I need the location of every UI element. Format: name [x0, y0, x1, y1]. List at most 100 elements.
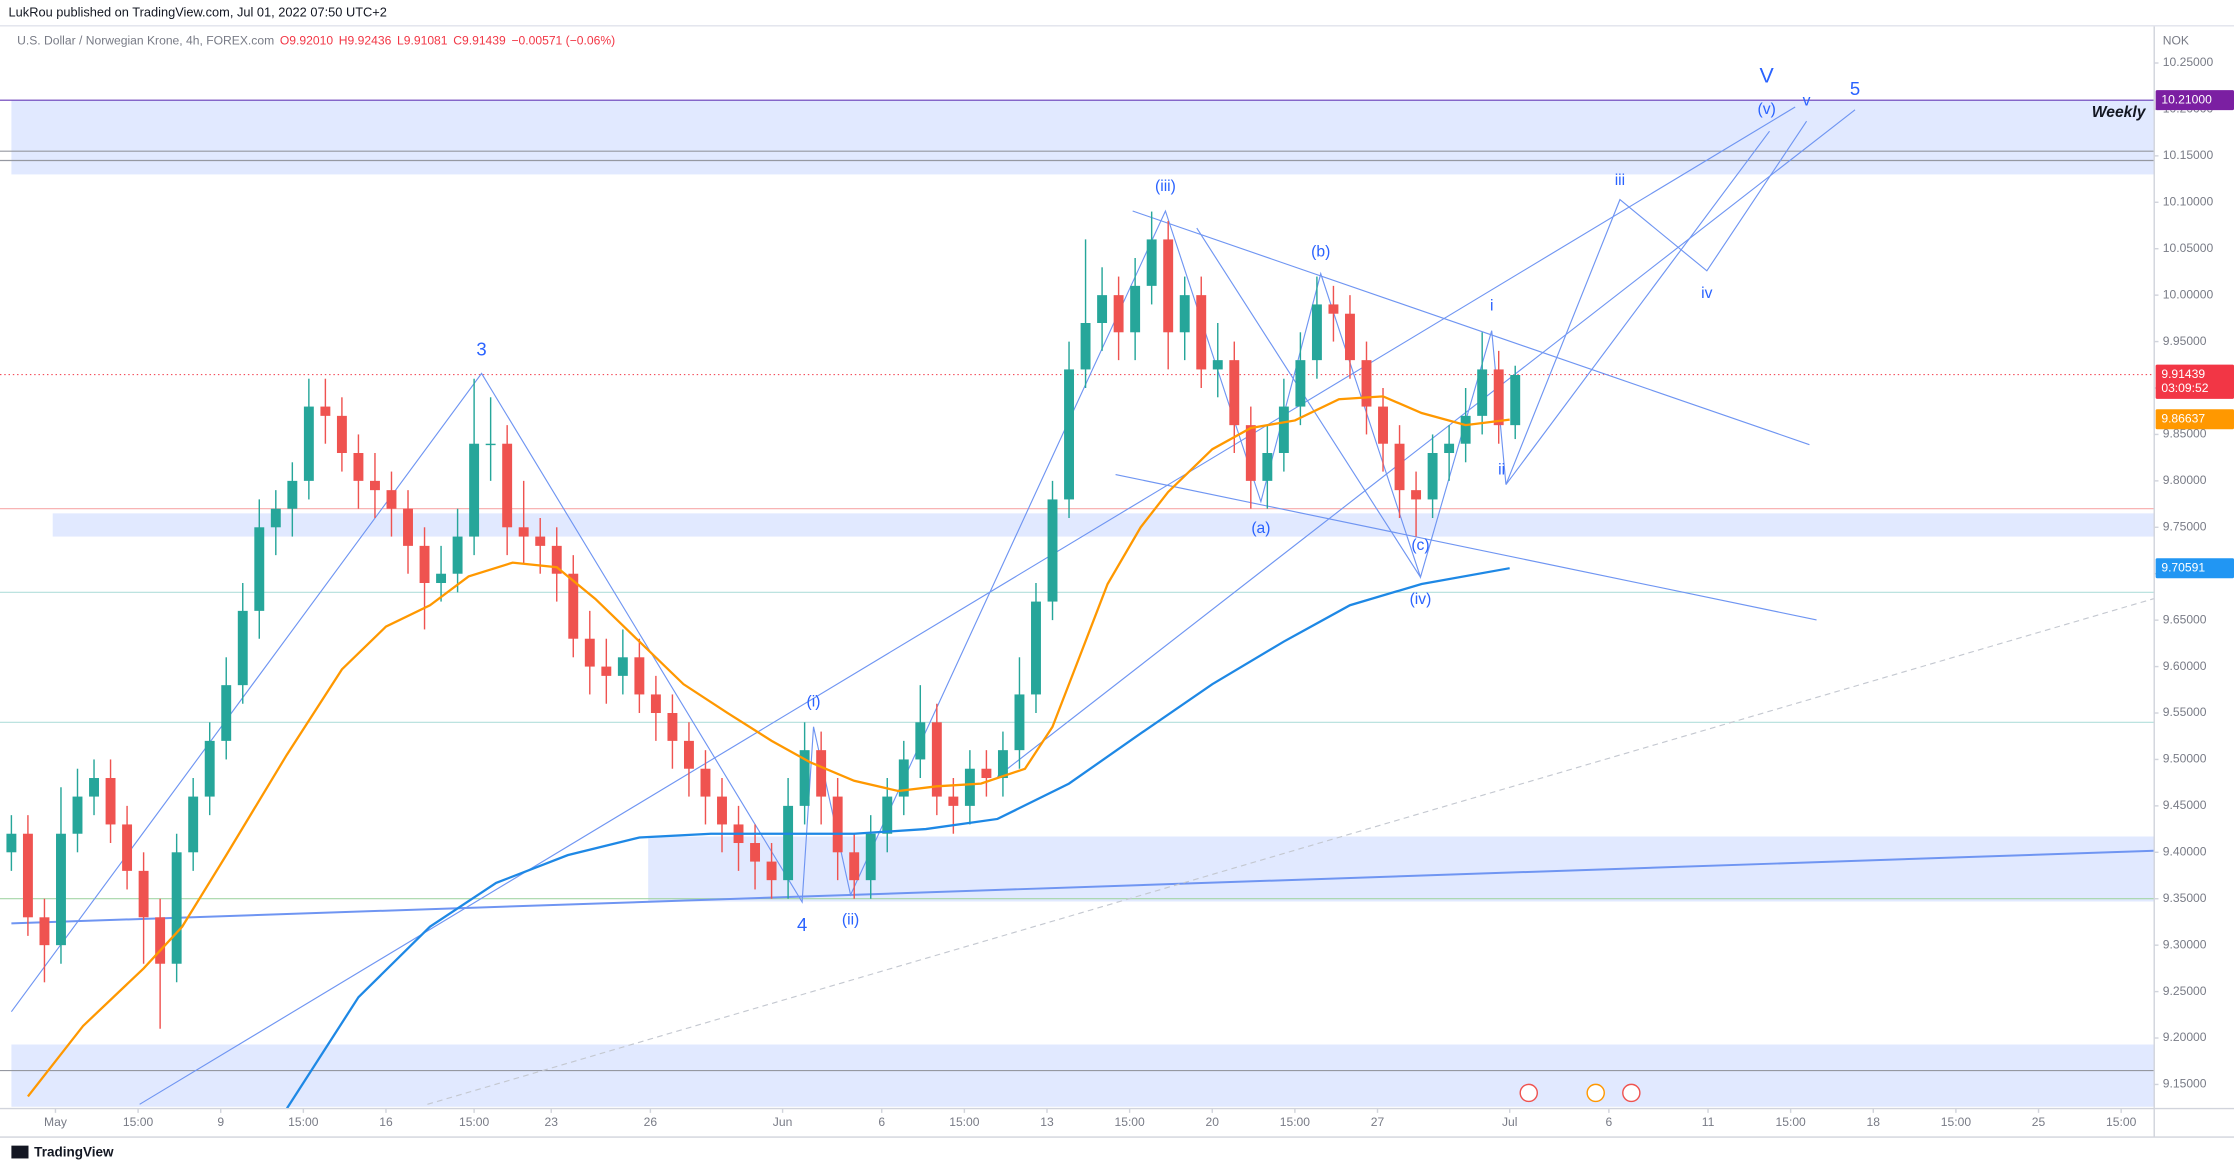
candle-body [204, 740, 215, 797]
x-tick-label: 15:00 [1775, 1115, 1806, 1129]
x-tick-label: Jun [773, 1115, 793, 1129]
price-tag: 9.70591 [2161, 560, 2205, 574]
channel-line [139, 106, 1796, 1105]
channel-line [1505, 130, 1770, 485]
wave-label: V [1760, 64, 1775, 88]
symbol-legend: U.S. Dollar / Norwegian Krone, 4h, FOREX… [17, 34, 615, 48]
event-icon [1519, 1083, 1539, 1103]
candle-body [105, 778, 116, 825]
candle-body [997, 750, 1008, 779]
candle-body [1080, 323, 1091, 370]
candle-body [717, 796, 727, 825]
y-tick-label: 9.20000 [2163, 1030, 2207, 1044]
candle-body [1278, 406, 1289, 454]
candle-body [535, 536, 546, 546]
wave-label: i [1490, 298, 1493, 315]
y-tick-label: 9.85000 [2163, 427, 2207, 441]
x-tick-label: 18 [1867, 1115, 1881, 1129]
candle-body [1295, 360, 1306, 407]
candle-body [1097, 295, 1108, 324]
zone [648, 836, 2155, 902]
candle-body [948, 796, 959, 806]
event-icon [1622, 1083, 1641, 1103]
x-tick-label: 15:00 [1114, 1115, 1145, 1129]
ohlc-value: O9.92010 [280, 34, 333, 48]
candle-body [287, 480, 298, 509]
candle-body [419, 545, 430, 584]
candle-body [89, 778, 99, 797]
x-tick-label: 27 [1371, 1115, 1385, 1129]
price-tag-bg [2155, 409, 2234, 430]
candle-body [1031, 601, 1041, 695]
x-tick-label: 15:00 [123, 1115, 154, 1129]
candle-body [1460, 415, 1471, 444]
candle-body [452, 536, 463, 574]
candle-body [882, 796, 893, 834]
y-tick-label: 10.25000 [2163, 55, 2214, 69]
candle-body [1444, 443, 1455, 454]
candle-body [1014, 694, 1025, 751]
candle-body [1163, 239, 1174, 333]
candle-body [1345, 313, 1355, 361]
price-tag: 10.21000 [2161, 92, 2212, 106]
candle-body [1229, 360, 1240, 426]
y-tick-label: 10.00000 [2163, 287, 2214, 301]
wave-label: (v) [1758, 101, 1776, 118]
x-tick-label: 16 [379, 1115, 393, 1129]
candle-body [1493, 369, 1504, 426]
x-tick-label: 15:00 [2106, 1115, 2137, 1129]
drawings [6, 106, 2155, 1110]
candle-body [634, 657, 645, 695]
moving-average [285, 567, 1510, 1110]
candle-body [336, 415, 347, 454]
channel-line [1132, 210, 1810, 446]
y-tick-label: 9.50000 [2163, 752, 2207, 766]
ohlc-value: L9.91081 [397, 34, 448, 48]
candle-body [898, 759, 909, 797]
candle-body [386, 490, 397, 509]
candle-body [1427, 453, 1438, 500]
moving-average [27, 395, 1510, 1098]
candle-body [469, 443, 480, 537]
x-tick-label: 6 [878, 1115, 885, 1129]
wave-label: 3 [476, 339, 486, 360]
wave-label: (ii) [842, 912, 859, 929]
wave-label: v [1803, 92, 1811, 109]
wave-label: 4 [797, 914, 807, 935]
candle-body [650, 694, 661, 714]
back-layer [0, 99, 2155, 1107]
candle-body [221, 685, 232, 741]
candle-body [403, 508, 413, 546]
candle-body [1510, 375, 1521, 426]
candle-body [1130, 285, 1141, 333]
candle-body [1361, 360, 1372, 407]
candle-body [1113, 295, 1124, 333]
wave-label: (iv) [1410, 591, 1432, 608]
candle-body [1311, 304, 1322, 361]
x-tick-label: May [44, 1115, 68, 1129]
x-tick-label: 9 [217, 1115, 224, 1129]
countdown: 03:09:52 [2161, 381, 2208, 395]
candle-body [551, 545, 562, 574]
channel-line [996, 109, 1856, 778]
candle-body [1394, 443, 1405, 491]
y-tick-label: 9.75000 [2163, 519, 2207, 533]
candle-body [353, 453, 364, 481]
y-tick-label: 9.95000 [2163, 334, 2207, 348]
candle-body [370, 480, 380, 491]
candle-body [518, 527, 529, 537]
y-tick-label: 10.05000 [2163, 241, 2214, 255]
x-tick-label: 15:00 [288, 1115, 319, 1129]
candle-body [22, 833, 33, 918]
brand-logo [11, 1145, 29, 1159]
y-tick-label: 9.30000 [2163, 937, 2207, 951]
candle-body [915, 722, 926, 760]
x-tick-label: 26 [644, 1115, 658, 1129]
candle-body [683, 740, 694, 769]
event-icons [1519, 1083, 1641, 1103]
candle-body [171, 852, 182, 964]
candle-body [1212, 360, 1223, 370]
